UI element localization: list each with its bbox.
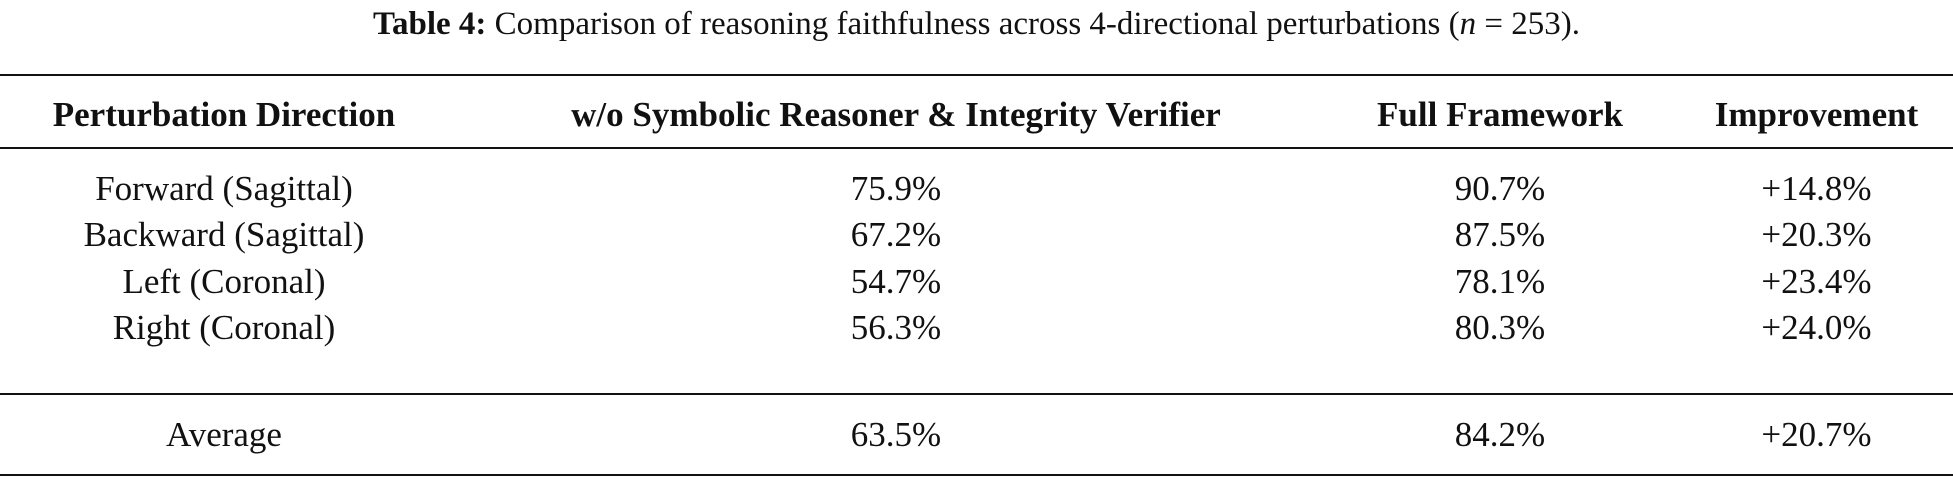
- row-improvement-value: +24.0%: [1761, 308, 1872, 347]
- row-improvement-value: +23.4%: [1761, 262, 1872, 301]
- table-summary-rule: [0, 393, 1953, 395]
- row-full-framework-value: 78.1%: [1454, 262, 1546, 301]
- summary-improvement-value: +20.7%: [1761, 415, 1872, 454]
- row-improvement-value: +20.3%: [1761, 215, 1872, 254]
- table-row: Right (Coronal) 56.3% 80.3% +24.0%: [0, 304, 1953, 352]
- row-direction: Left (Coronal): [122, 262, 326, 301]
- row-improvement-value: +14.8%: [1761, 169, 1872, 208]
- row-full-framework-value: 90.7%: [1454, 169, 1546, 208]
- header-full-framework: Full Framework: [1377, 95, 1623, 134]
- row-full-framework-value: 87.5%: [1454, 215, 1546, 254]
- summary-baseline-value: 63.5%: [850, 415, 942, 454]
- caption-n-symbol: n: [1459, 6, 1477, 42]
- row-full-framework-value: 80.3%: [1454, 308, 1546, 347]
- row-direction: Right (Coronal): [112, 308, 336, 347]
- caption-label: Table 4:: [373, 6, 487, 42]
- summary-label: Average: [166, 415, 282, 454]
- row-baseline-value: 56.3%: [850, 308, 942, 347]
- table-header-rule: [0, 147, 1953, 149]
- caption-text: Comparison of reasoning faithfulness acr…: [486, 6, 1460, 42]
- table-summary-row: Average 63.5% 84.2% +20.7%: [0, 411, 1953, 459]
- row-baseline-value: 67.2%: [850, 215, 942, 254]
- table-row: Forward (Sagittal) 75.9% 90.7% +14.8%: [0, 165, 1953, 213]
- summary-full-framework-value: 84.2%: [1454, 415, 1546, 454]
- caption-text-end: = 253).: [1476, 6, 1580, 42]
- row-direction: Backward (Sagittal): [83, 215, 365, 254]
- row-baseline-value: 75.9%: [850, 169, 942, 208]
- row-direction: Forward (Sagittal): [95, 169, 353, 208]
- row-baseline-value: 54.7%: [850, 262, 942, 301]
- table-row: Left (Coronal) 54.7% 78.1% +23.4%: [0, 258, 1953, 306]
- header-improvement: Improvement: [1714, 95, 1919, 134]
- header-perturbation-direction: Perturbation Direction: [52, 95, 396, 134]
- table-caption: Table 4: Comparison of reasoning faithfu…: [0, 4, 1953, 44]
- table-bottom-rule: [0, 474, 1953, 476]
- table-top-rule: [0, 74, 1953, 76]
- table-header-row: Perturbation Direction w/o Symbolic Reas…: [0, 91, 1953, 139]
- header-without-symbolic-reasoner: w/o Symbolic Reasoner & Integrity Verifi…: [571, 95, 1221, 134]
- table-row: Backward (Sagittal) 67.2% 87.5% +20.3%: [0, 211, 1953, 259]
